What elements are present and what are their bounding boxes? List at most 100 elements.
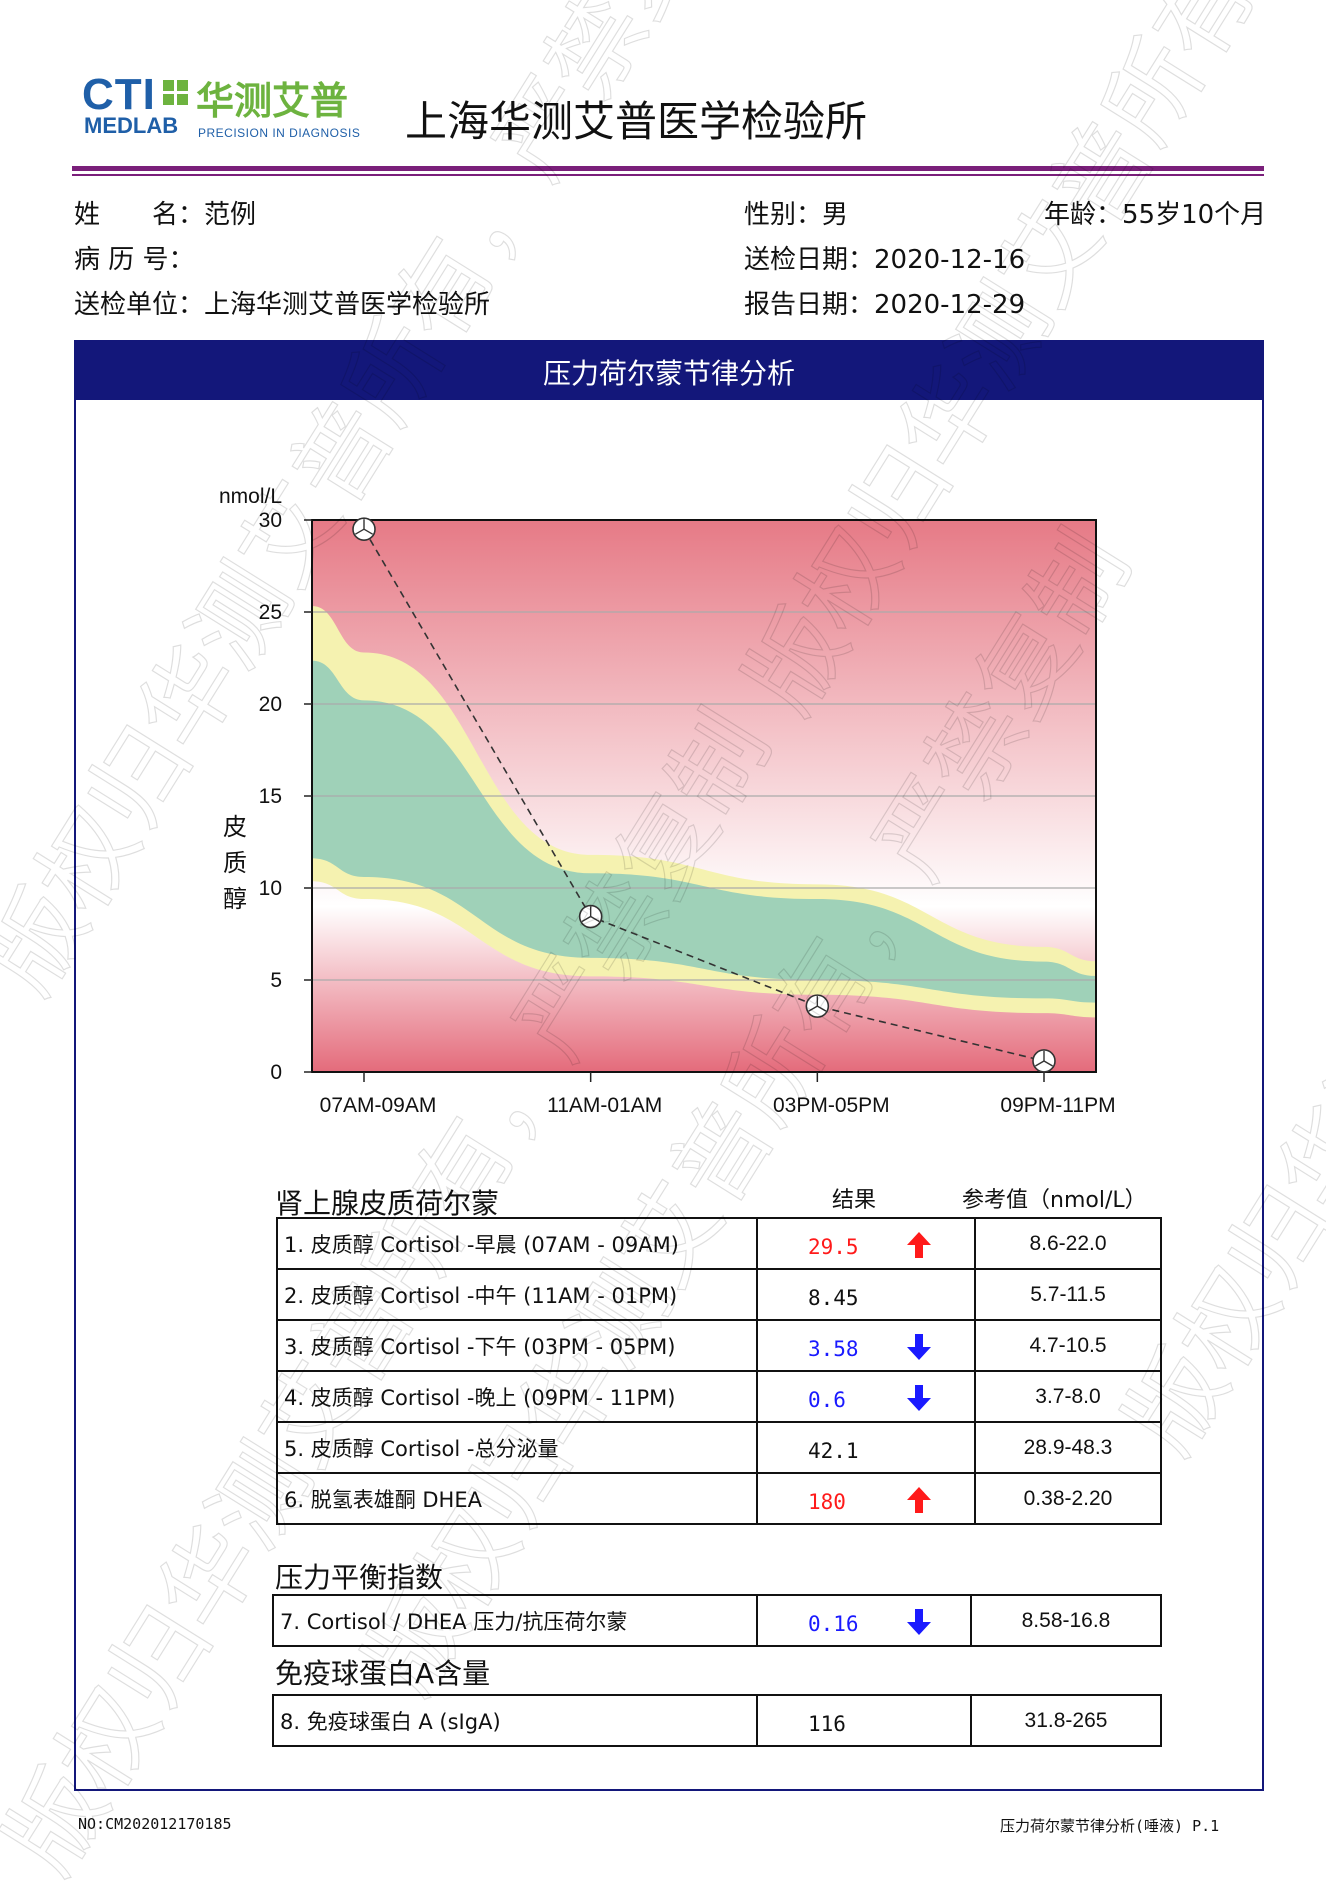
result-value: 29.5 (808, 1235, 859, 1259)
result-value: 8.45 (808, 1286, 859, 1310)
cortisol-series-line (363, 528, 1045, 1062)
patient-sex-value: 男 (822, 200, 849, 230)
result-row: 1. 皮质醇 Cortisol -早晨 (07AM - 09AM) 29.5 8.6… (276, 1217, 1162, 1270)
patient-record-row: 病 历 号： (74, 239, 195, 276)
reference-range: 8.58-16.8 (970, 1594, 1162, 1647)
test-name: 2. 皮质醇 Cortisol -中午 (11AM - 01PM) (276, 1268, 758, 1321)
header-rule-thin (72, 174, 1264, 176)
patient-age-row: 年龄：55岁10个月 (1044, 194, 1266, 231)
reference-range: 5.7-11.5 (974, 1268, 1162, 1321)
y-tick-label: 25 (259, 601, 282, 624)
result-cell: 0.16 (756, 1594, 972, 1647)
result-value: 0.16 (808, 1612, 859, 1636)
reference-range: 0.38-2.20 (974, 1472, 1162, 1525)
page-indicator: 压力荷尔蒙节律分析(唾液) P.1 (1000, 1817, 1220, 1835)
test-name: 4. 皮质醇 Cortisol -晚上 (09PM - 11PM) (276, 1370, 758, 1423)
patient-sent-date-value: 2020-12-16 (874, 245, 1026, 275)
logo-cti-text: CTI (82, 70, 156, 119)
test-name: 8. 免疫球蛋白 A (sIgA) (272, 1694, 758, 1747)
arrow-down-icon (906, 1608, 932, 1641)
patient-sent-date-label: 送检日期： (744, 245, 875, 275)
patient-sex-label: 性别： (744, 200, 823, 230)
result-value: 116 (808, 1712, 846, 1736)
patient-record-label: 病 历 号： (74, 245, 195, 275)
test-name: 5. 皮质醇 Cortisol -总分泌量 (276, 1421, 758, 1474)
result-row: 8. 免疫球蛋白 A (sIgA) 116 31.8-265 (272, 1694, 1162, 1747)
cortisol-rhythm-chart: 0 5 10 15 20 25 30 07AM-09AM 11AM-01AM 03PM-05PM… (219, 485, 1116, 1117)
patient-age-label: 年龄： (1044, 200, 1123, 230)
y-tick-label: 0 (270, 1061, 282, 1084)
reference-range: 28.9-48.3 (974, 1421, 1162, 1474)
report-number: NO:CM202012170185 (78, 1815, 232, 1833)
patient-unit-value: 上海华测艾普医学检验所 (204, 290, 491, 320)
adrenal-table: 1. 皮质醇 Cortisol -早晨 (07AM - 09AM) 29.5 8.6… (276, 1217, 1162, 1525)
test-name: 1. 皮质醇 Cortisol -早晨 (07AM - 09AM) (276, 1217, 758, 1270)
col-result-header: 结果 (832, 1188, 877, 1213)
patient-unit-row: 送检单位：上海华测艾普医学检验所 (74, 284, 490, 321)
arrow-down-icon (906, 1333, 932, 1366)
y-tick-label: 15 (259, 785, 282, 808)
result-cell: 180 (756, 1472, 976, 1525)
result-value: 180 (808, 1490, 846, 1514)
arrow-down-icon (906, 1384, 932, 1417)
y-axis-label-char: 醇 (223, 885, 247, 913)
reference-band-green (312, 660, 1096, 1003)
result-value: 42.1 (808, 1439, 859, 1463)
siga-table: 8. 免疫球蛋白 A (sIgA) 116 31.8-265 (272, 1694, 1162, 1747)
result-row: 2. 皮质醇 Cortisol -中午 (11AM - 01PM) 8.45 5.7… (276, 1268, 1162, 1321)
logo-medlab-text: MEDLAB (84, 113, 179, 138)
test-name: 7. Cortisol / DHEA 压力/抗压荷尔蒙 (272, 1594, 758, 1647)
result-value: 3.58 (808, 1337, 859, 1361)
stress-table: 7. Cortisol / DHEA 压力/抗压荷尔蒙 0.16 8.58-16.8 (272, 1594, 1162, 1647)
y-axis-label-char: 皮 (223, 813, 247, 841)
patient-name-value: 范例 (204, 200, 257, 230)
y-unit-label: nmol/L (219, 485, 282, 508)
result-row: 7. Cortisol / DHEA 压力/抗压荷尔蒙 0.16 8.58-16.8 (272, 1594, 1162, 1647)
result-cell: 116 (756, 1694, 972, 1747)
group-title-stress: 压力平衡指数 (275, 1561, 444, 1594)
patient-age-value: 55岁10个月 (1122, 200, 1267, 230)
x-tick-label: 09PM-11PM (1000, 1094, 1115, 1117)
result-cell: 8.45 (756, 1268, 976, 1321)
arrow-up-icon (906, 1486, 932, 1519)
patient-name-row: 姓 名：范例 (74, 194, 256, 231)
reference-range: 31.8-265 (970, 1694, 1162, 1747)
test-name: 3. 皮质醇 Cortisol -下午 (03PM - 05PM) (276, 1319, 758, 1372)
cortisol-data-point (1032, 1049, 1056, 1073)
x-tick-label: 07AM-09AM (320, 1094, 437, 1117)
x-tick-label: 11AM-01AM (547, 1094, 662, 1117)
lab-title: 上海华测艾普医学检验所 (405, 97, 868, 146)
logo-chinese-text: 华测艾普 (196, 79, 349, 123)
result-row: 4. 皮质醇 Cortisol -晚上 (09PM - 11PM) 0.6 3.7-… (276, 1370, 1162, 1423)
section-title: 压力荷尔蒙节律分析 (542, 357, 795, 390)
result-value: 0.6 (808, 1388, 846, 1412)
header-rule-thick (72, 166, 1264, 171)
col-ref-header: 参考值（nmol/L） (962, 1188, 1147, 1213)
patient-report-date-value: 2020-12-29 (874, 290, 1026, 320)
result-cell: 0.6 (756, 1370, 976, 1423)
cortisol-data-point (805, 994, 830, 1018)
patient-report-date-row: 报告日期：2020-12-29 (744, 284, 1025, 321)
patient-report-date-label: 报告日期： (744, 290, 875, 320)
logo-grid-icon (163, 80, 189, 106)
result-row: 5. 皮质醇 Cortisol -总分泌量 42.1 28.9-48.3 (276, 1421, 1162, 1474)
result-row: 3. 皮质醇 Cortisol -下午 (03PM - 05PM) 3.58 4.7… (276, 1319, 1162, 1372)
logo-tagline: PRECISION IN DIAGNOSIS (198, 126, 361, 140)
y-tick-label: 20 (259, 693, 282, 716)
section-title-bar (74, 340, 1264, 400)
reference-range: 8.6-22.0 (974, 1217, 1162, 1270)
result-row: 6. 脱氢表雄酮 DHEA 180 0.38-2.20 (276, 1472, 1162, 1525)
patient-sex-row: 性别：男 (744, 194, 848, 231)
arrow-up-icon (906, 1231, 932, 1264)
y-tick-label: 30 (259, 509, 282, 532)
result-cell: 3.58 (756, 1319, 976, 1372)
reference-range: 4.7-10.5 (974, 1319, 1162, 1372)
patient-sent-date-row: 送检日期：2020-12-16 (744, 239, 1025, 276)
x-tick-label: 03PM-05PM (773, 1094, 890, 1117)
patient-unit-label: 送检单位： (74, 290, 205, 320)
y-tick-label: 10 (259, 877, 282, 900)
y-axis-label-char: 质 (223, 849, 247, 877)
test-name: 6. 脱氢表雄酮 DHEA (276, 1472, 758, 1525)
cortisol-data-point (578, 904, 603, 929)
y-tick-label: 5 (270, 969, 282, 992)
